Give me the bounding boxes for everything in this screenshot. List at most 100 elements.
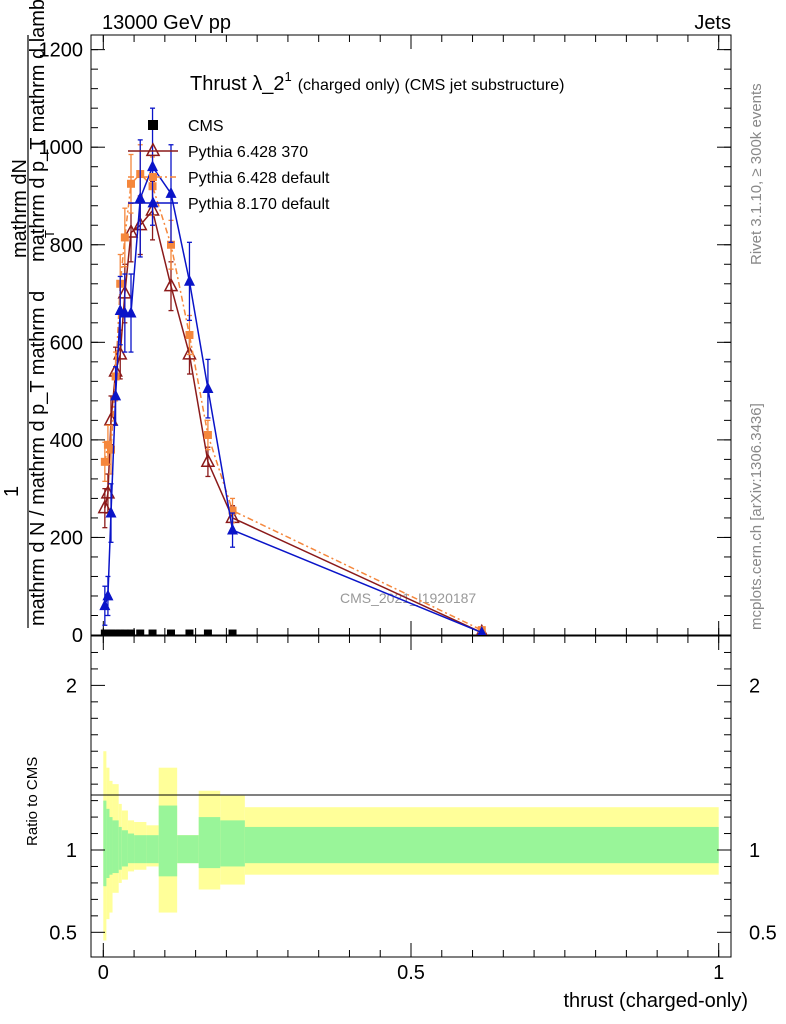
ratio-tick-label: 2 [66,675,77,697]
legend-swatch-marker [149,173,157,181]
cms-data-point [203,629,212,635]
legend-label: CMS [188,118,224,135]
cms-data-point [127,629,135,635]
title-superscript: 1 [284,69,291,84]
y-tick-label: 200 [50,527,83,549]
energy-label: 13000 GeV pp [102,12,231,34]
series-layer [97,107,488,635]
data-point [105,506,117,518]
y-label-top: mathrm dN [9,159,31,258]
cms-data-point [120,629,129,635]
data-point [183,274,195,286]
data-point [477,625,487,635]
ratio-bands [103,751,719,941]
legend-swatch-marker [145,142,161,157]
series-line [104,165,483,634]
data-point [163,277,179,292]
y-tick-label: 1200 [39,40,84,62]
cms-data-point [107,629,115,635]
ratio-band-inner [244,826,719,864]
ratio-axis-label: Ratio to CMS [24,757,41,846]
title-suffix: (charged only) (CMS jet substructure) [298,77,565,94]
data-point [185,331,194,339]
ratio-band-inner [134,835,147,864]
data-point [120,233,129,242]
data-point [127,179,135,188]
data-point [123,223,139,238]
x-tick-label: 0.5 [397,962,425,984]
cms-data-point [116,629,125,635]
data-point [228,506,237,515]
data-point [134,191,146,203]
category-label: Jets [694,12,731,34]
ratio-tick-label-right: 0.5 [749,922,777,944]
legend: CMS Pythia 6.428 370 Pythia 6.428 default P… [128,118,330,213]
legend-entry: Pythia 6.428 370 [128,142,308,161]
legend-entry: Pythia 8.170 default [128,196,330,213]
ratio-tick-label: 1 [66,840,77,862]
legend-swatch-marker [147,196,159,208]
data-point [167,240,175,249]
y-label-bottom-den: mathrm d N / mathrm d p_T mathrm d [27,291,49,626]
data-point [125,306,137,318]
legend-swatch-marker [148,120,158,130]
y-tick-label: 800 [50,235,83,257]
y-label-top2-subscript: T [42,230,57,238]
data-point [103,440,112,449]
ratio-band-inner [106,808,110,878]
series-2 [100,144,486,635]
cms-data-layer [100,629,237,635]
y-axis-label: mathrm dN mathrm d p_T mathrm d lambda T… [1,0,57,628]
data-point [202,382,214,394]
y-tick-label: 400 [50,430,83,452]
ratio-band-inner [118,826,122,870]
x-axis-label: thrust (charged-only) [563,990,748,1012]
y-tick-label: 1000 [39,137,84,159]
ratio-tick-label-right: 1 [749,840,760,862]
y-label-bottom-num: 1 [1,486,23,497]
y-tick-label: 0 [72,625,83,647]
ratio-axes: 0.5 0.5 1 1 2 2 0 0.5 1 [49,636,777,984]
ratio-tick-label: 0.5 [49,922,77,944]
rivet-label: Rivet 3.1.10, ≥ 300k events [748,83,765,265]
mcplots-label: mcplots.cern.ch [arXiv:1306.3436] [748,403,765,630]
cms-data-point [148,629,157,635]
ratio-plot-frame [90,635,732,958]
ratio-band-inner [220,820,245,867]
main-axes: 0 200 400 600 800 1000 1200 [39,35,731,647]
ratio-tick-label-right: 2 [749,675,760,697]
cms-data-point [228,629,237,635]
ratio-band-inner [109,817,113,875]
ratio-band-inner [177,835,199,864]
series-line [104,208,483,634]
data-point [110,389,122,401]
x-tick-label: 0 [98,962,109,984]
data-point [203,431,212,439]
ratio-band-inner [103,800,107,887]
cms-data-point [167,629,175,635]
cms-data-point [136,629,145,635]
legend-entry: Pythia 6.428 default [128,170,330,187]
ratio-band-inner [127,833,135,864]
data-point [102,589,114,601]
legend-label: Pythia 6.428 default [188,170,330,187]
y-label-top2: mathrm d p_T mathrm d lambda [27,0,49,262]
series-3 [99,107,487,635]
legend-label: Pythia 8.170 default [188,196,330,213]
data-point [147,160,159,172]
ratio-band-inner [198,817,221,869]
data-point [165,186,177,198]
plot-title: Thrust λ_21(charged only) (CMS jet subst… [190,69,564,95]
y-tick-label: 600 [50,332,83,354]
data-point [100,457,109,466]
cms-data-point [111,629,120,635]
data-point [99,599,111,611]
cms-data-point [185,629,194,635]
data-point [200,453,216,467]
legend-entry: CMS [148,118,224,135]
ratio-band-inner [112,820,119,874]
series-1 [97,180,488,635]
series-line [104,172,483,631]
x-tick-label: 1 [713,962,724,984]
